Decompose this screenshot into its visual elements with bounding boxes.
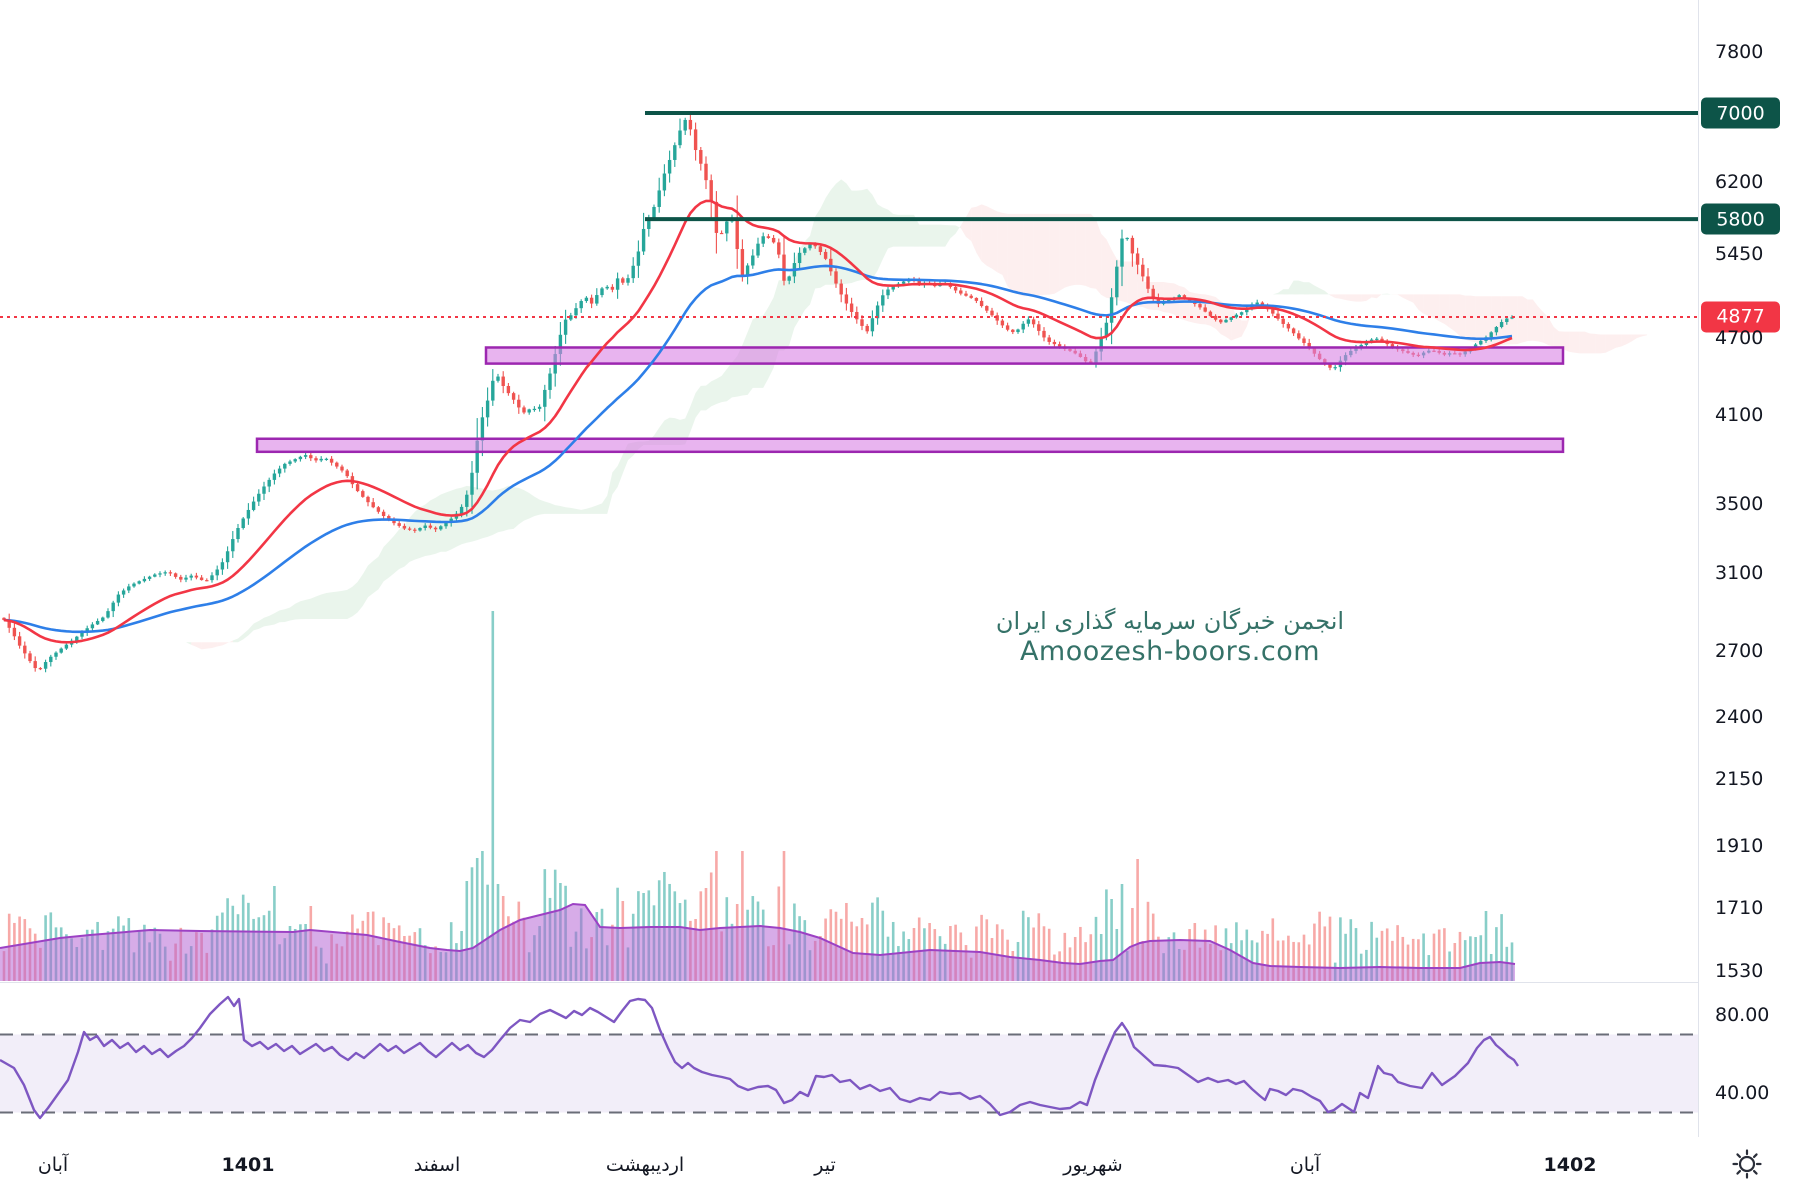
price-axis[interactable]: 7000 5800 4877 80.00 40.00 7800 6200 5450 4… bbox=[1698, 0, 1797, 1192]
price-tick-5450: 5450 bbox=[1715, 243, 1764, 266]
price-tick-7800: 7800 bbox=[1715, 41, 1764, 63]
time-label-2-اسفند: اسفند bbox=[413, 1153, 461, 1176]
price-tick-4700: 4700 bbox=[1715, 326, 1764, 349]
time-label-3-اردیبهشت: اردیبهشت bbox=[605, 1153, 685, 1176]
price-tick-1710: 1710 bbox=[1715, 897, 1764, 920]
rsi-axis-label-80: 80.00 bbox=[1715, 1004, 1770, 1026]
time-label-5-شهریور: شهریور bbox=[1063, 1153, 1123, 1176]
price-tick-1530: 1530 bbox=[1715, 960, 1764, 982]
time-label-6-آبان: آبان bbox=[1289, 1153, 1321, 1176]
level-badge-5800: 5800 bbox=[1701, 203, 1780, 235]
gear-icon bbox=[1732, 1149, 1762, 1179]
settings-icon[interactable] bbox=[1730, 1147, 1764, 1181]
time-label-1-1401: 1401 bbox=[221, 1153, 275, 1176]
time-axis[interactable]: آبان 1401 اسفند اردیبهشت تیر شهریور آبان 1402 bbox=[0, 1137, 1797, 1192]
rsi-axis-label-40: 40.00 bbox=[1715, 1082, 1770, 1104]
price-tick-2400: 2400 bbox=[1715, 705, 1764, 728]
price-tick-1910: 1910 bbox=[1715, 834, 1764, 857]
price-tick-6200: 6200 bbox=[1715, 170, 1764, 193]
price-tick-2150: 2150 bbox=[1715, 768, 1764, 791]
price-tick-2700: 2700 bbox=[1715, 639, 1764, 662]
time-label-4-تیر: تیر bbox=[814, 1153, 836, 1176]
price-tick-3500: 3500 bbox=[1715, 493, 1764, 516]
last-price-badge: 4877 bbox=[1701, 301, 1780, 333]
level-badge-7000: 7000 bbox=[1701, 97, 1780, 129]
time-label-0-آبان: آبان bbox=[37, 1153, 69, 1176]
time-label-7-1402: 1402 bbox=[1543, 1153, 1597, 1176]
price-tick-3100: 3100 bbox=[1715, 561, 1764, 584]
price-tick-4100: 4100 bbox=[1715, 403, 1764, 426]
pane-separator-price-rsi[interactable] bbox=[0, 982, 1797, 983]
